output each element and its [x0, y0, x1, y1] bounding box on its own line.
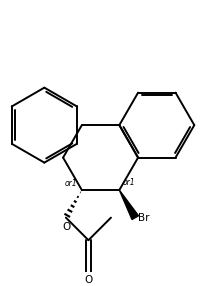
- Text: or1: or1: [65, 178, 77, 188]
- Text: or1: or1: [123, 178, 135, 187]
- Polygon shape: [119, 190, 139, 220]
- Text: O: O: [84, 275, 93, 285]
- Text: Br: Br: [138, 213, 149, 223]
- Text: O: O: [63, 222, 71, 232]
